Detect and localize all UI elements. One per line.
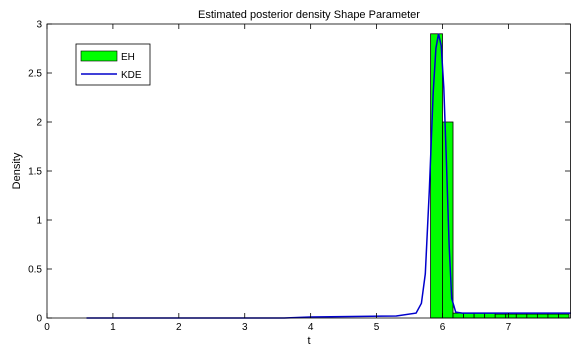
kde-layer xyxy=(86,33,571,319)
eh-bar xyxy=(515,313,528,319)
x-tick-label: 5 xyxy=(374,322,380,333)
eh-bar xyxy=(547,313,559,319)
x-tick-label: 4 xyxy=(308,322,314,333)
x-tick-label: 6 xyxy=(440,322,446,333)
legend-kde-label: KDE xyxy=(121,70,142,81)
eh-bar xyxy=(558,313,570,319)
eh-bar xyxy=(494,313,507,319)
legend-eh-label: EH xyxy=(121,52,135,63)
y-tick-label: 0 xyxy=(36,314,42,325)
legend: EH KDE xyxy=(75,43,151,86)
eh-bar xyxy=(536,313,549,319)
x-axis-label: t xyxy=(307,335,310,347)
x-tick-label: 2 xyxy=(176,322,182,333)
y-tick-label: 1.5 xyxy=(28,167,42,178)
x-tick-label: 0 xyxy=(44,322,50,333)
x-tick-label: 1 xyxy=(110,322,116,333)
y-axis-label: Density xyxy=(11,152,23,189)
y-tick-label: 0.5 xyxy=(28,265,42,276)
eh-bar xyxy=(452,312,464,319)
tick-marks xyxy=(46,23,570,319)
y-tick-label: 1 xyxy=(36,216,42,227)
x-tick-label: 7 xyxy=(506,322,512,333)
y-tick-label: 2 xyxy=(36,118,42,129)
tick-labels: 0 1 2 3 4 5 6 7 0 0.5 1 1.5 2 2.5 3 xyxy=(28,20,512,334)
y-tick-label: 2.5 xyxy=(28,69,42,80)
eh-bar xyxy=(526,313,538,319)
eh-bar xyxy=(430,33,443,319)
y-tick-label: 3 xyxy=(36,20,42,31)
legend-eh-swatch xyxy=(80,50,118,62)
chart-title: Estimated posterior density Shape Parame… xyxy=(198,9,420,21)
eh-bar xyxy=(505,313,517,319)
kde-line xyxy=(86,33,571,319)
x-tick-label: 3 xyxy=(242,322,248,333)
